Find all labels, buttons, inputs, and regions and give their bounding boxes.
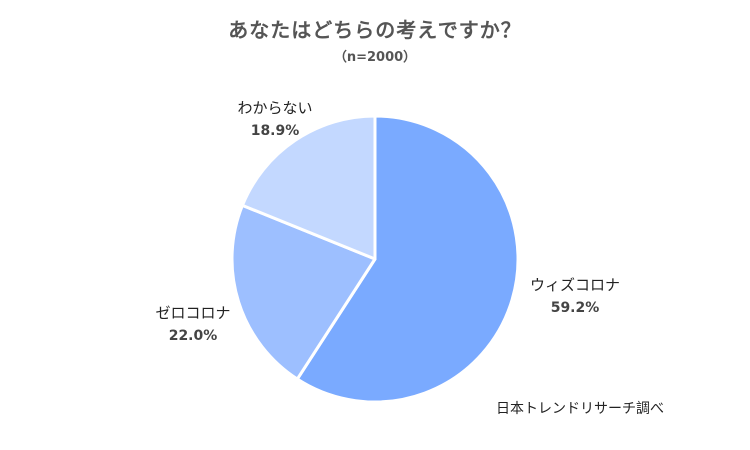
category-label: ウィズコロナ [530,276,620,294]
source-note: 日本トレンドリサーチ調べ [496,401,664,417]
slice-zero-corona [230,203,377,381]
chart-subtitle: （n=2000） [333,50,417,65]
percent-label: 18.9% [251,123,300,139]
chart-title: あなたはどちらの考えですか？ [228,18,522,42]
slice-unknown [240,114,377,261]
pie-slices [230,114,520,404]
percent-label: 22.0% [169,328,218,344]
pie-labels: ウィズコロナ 59.2% ゼロコロナ 22.0% わからない 18.9% [155,99,620,344]
category-label: ゼロコロナ [155,304,230,322]
category-label: わからない [237,99,312,117]
percent-label: 59.2% [551,300,600,316]
slice-with-corona [295,114,520,404]
